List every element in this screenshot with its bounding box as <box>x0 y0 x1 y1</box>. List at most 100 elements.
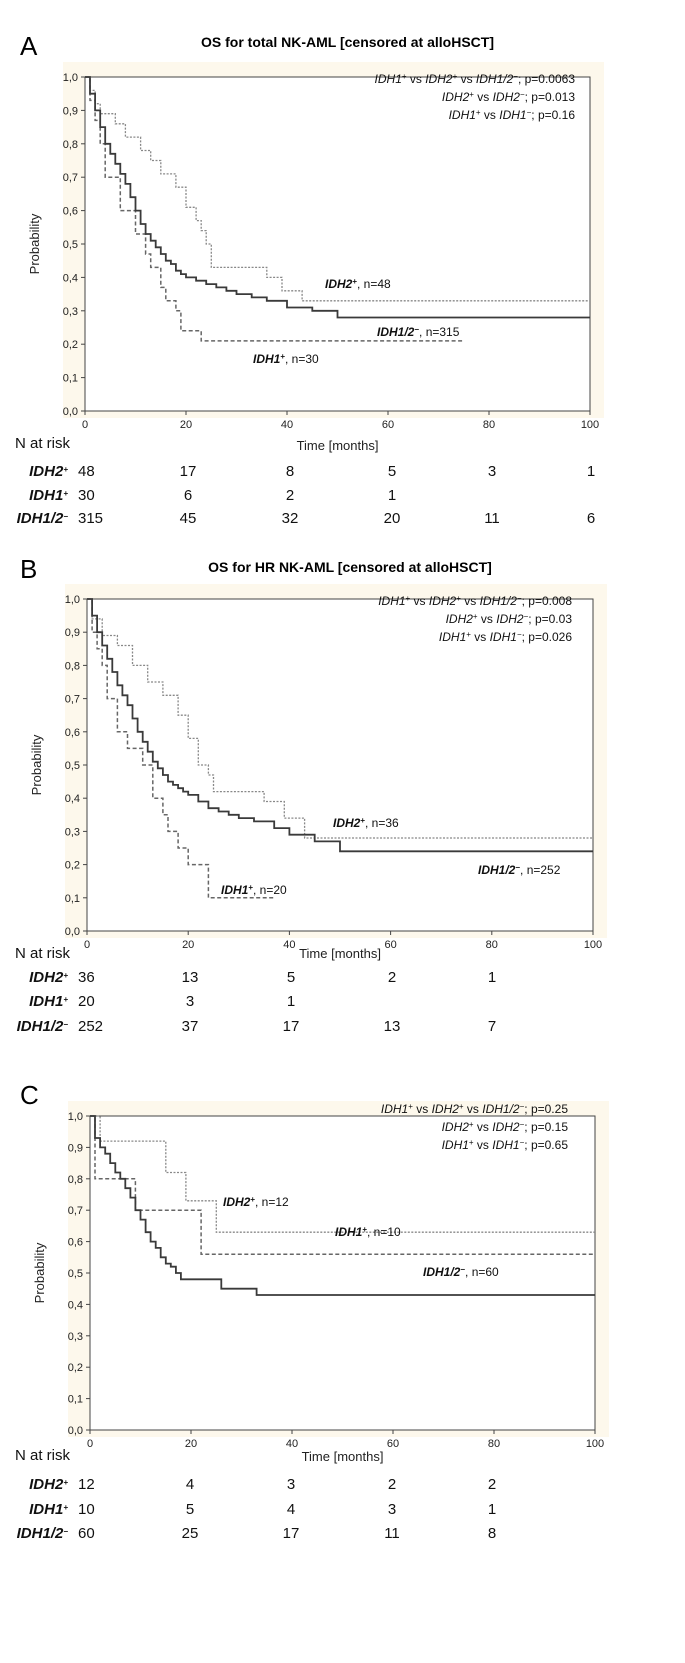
y-tick-label: 0,1 <box>63 373 78 385</box>
series-label-name: IDH2 <box>325 277 353 291</box>
stat-sup: − <box>520 1102 525 1111</box>
y-tick-label: 0,8 <box>65 660 80 672</box>
series-label-name: IDH1/2 <box>423 1265 461 1279</box>
at-risk-value: 10 <box>78 1501 95 1518</box>
km-curve-idh2 <box>85 76 590 302</box>
stat-line: IDH1+ vs IDH1−; p=0.65 <box>442 1138 569 1153</box>
series-label-sup: − <box>515 863 520 872</box>
y-tick-label: 0,2 <box>68 1362 83 1374</box>
km-curve-idh2 <box>90 1115 595 1233</box>
stat-text: ; p=0.0063 <box>518 72 575 86</box>
stat-line: IDH1+ vs IDH1−; p=0.16 <box>449 108 576 123</box>
series-label: IDH1+, n=30 <box>253 352 319 367</box>
at-risk-group: IDH1/2− <box>17 510 69 527</box>
at-risk-group: IDH2+ <box>29 1476 68 1493</box>
km-curve-idh1-2 <box>90 1115 595 1296</box>
at-risk-group-sup: + <box>63 465 68 474</box>
series-label-sup: + <box>248 883 253 892</box>
stat-text: ; p=0.16 <box>531 108 575 122</box>
y-tick-label: 1,0 <box>63 72 78 84</box>
y-tick-label: 0,8 <box>63 139 78 151</box>
at-risk-value: 5 <box>287 969 295 986</box>
at-risk-group: IDH2+ <box>29 463 68 480</box>
km-chart-b: B OS for HR NK-AML [censored at alloHSCT]… <box>15 554 607 1035</box>
at-risk-header: N at risk <box>15 945 71 962</box>
plot-frame <box>89 1115 596 1431</box>
y-tick-label: 0,9 <box>65 627 80 639</box>
x-tick-label: 0 <box>87 1438 93 1450</box>
at-risk-value: 11 <box>484 510 500 527</box>
at-risk-value: 30 <box>78 487 95 504</box>
x-tick-label: 80 <box>488 1438 500 1450</box>
x-tick-label: 40 <box>281 419 293 431</box>
x-tick-label: 100 <box>581 419 599 431</box>
at-risk-value: 1 <box>488 969 496 986</box>
stat-text: ; p=0.65 <box>524 1138 568 1152</box>
stat-group: IDH1 <box>439 630 466 644</box>
km-curve-idh2 <box>87 598 593 839</box>
at-risk-group-name: IDH1 <box>29 1501 63 1518</box>
series-label: IDH2+, n=12 <box>223 1195 289 1210</box>
stat-text: ; p=0.026 <box>522 630 573 644</box>
series-label-name: IDH1/2 <box>377 325 415 339</box>
series-label: IDH2+, n=36 <box>333 816 399 831</box>
series-label-n: , n=20 <box>253 883 287 897</box>
at-risk-group: IDH2+ <box>29 969 68 986</box>
at-risk-value: 1 <box>587 463 595 480</box>
stat-text: vs <box>481 108 500 122</box>
y-tick-label: 0,3 <box>65 826 80 838</box>
at-risk-value: 2 <box>388 1476 396 1493</box>
stat-line: IDH1+ vs IDH1−; p=0.026 <box>439 630 572 645</box>
stat-group: IDH1 <box>442 1138 469 1152</box>
at-risk-group-name: IDH2 <box>29 463 64 480</box>
stat-sup: − <box>517 630 522 639</box>
at-risk-value: 32 <box>282 510 299 527</box>
y-tick-label: 0,7 <box>65 694 80 706</box>
stat-sup: + <box>469 1138 474 1147</box>
stat-text: vs <box>478 612 497 626</box>
at-risk-header: N at risk <box>15 1447 71 1464</box>
stat-line: IDH1+ vs IDH2+ vs IDH1/2−; p=0.0063 <box>375 72 576 87</box>
stat-text: ; p=0.008 <box>522 594 573 608</box>
km-curve-idh1-2 <box>85 76 590 319</box>
stat-sup: + <box>402 72 407 81</box>
at-risk-value: 2 <box>488 1476 496 1493</box>
plot-frame <box>84 76 591 412</box>
at-risk-value: 13 <box>384 1018 401 1035</box>
stat-text: ; p=0.25 <box>524 1102 568 1116</box>
at-risk-value: 1 <box>488 1501 496 1518</box>
series-label-sup: + <box>362 1225 367 1234</box>
y-tick-label: 0,1 <box>68 1394 83 1406</box>
stat-text: vs <box>474 90 493 104</box>
series-label-name: IDH2 <box>223 1195 251 1209</box>
at-risk-value: 3 <box>186 993 194 1010</box>
y-tick-label: 0,9 <box>63 105 78 117</box>
km-curve-idh1 <box>90 1115 595 1255</box>
stat-sup: − <box>520 1120 525 1129</box>
series-label: IDH1+, n=20 <box>221 883 287 898</box>
stat-group: IDH1 <box>490 630 517 644</box>
y-axis-label: Probability <box>29 734 44 795</box>
stat-group: IDH1/2 <box>480 594 518 608</box>
at-risk-value: 3 <box>287 1476 295 1493</box>
series-label-name: IDH1 <box>335 1225 363 1239</box>
x-tick-label: 0 <box>84 939 90 951</box>
y-tick-label: 0,4 <box>65 793 80 805</box>
y-tick-label: 0,0 <box>65 926 80 938</box>
stat-sup: + <box>408 1102 413 1111</box>
x-tick-label: 60 <box>384 939 396 951</box>
stat-line: IDH2+ vs IDH2−; p=0.03 <box>446 612 573 627</box>
series-label: IDH1/2−, n=60 <box>423 1265 499 1280</box>
panel-a: A OS for total NK-AML [censored at alloHS… <box>0 0 685 555</box>
stat-group: IDH2 <box>442 90 470 104</box>
x-tick-label: 40 <box>283 939 295 951</box>
stat-text: vs <box>457 72 476 86</box>
series-label-n: , n=60 <box>465 1265 499 1279</box>
y-tick-label: 0,5 <box>63 239 78 251</box>
panel-letter: A <box>20 31 38 61</box>
stat-sup: + <box>459 1102 464 1111</box>
stat-text: ; p=0.03 <box>528 612 572 626</box>
series-label-sup: − <box>414 325 419 334</box>
stat-sup: − <box>517 594 522 603</box>
at-risk-value: 4 <box>287 1501 295 1518</box>
